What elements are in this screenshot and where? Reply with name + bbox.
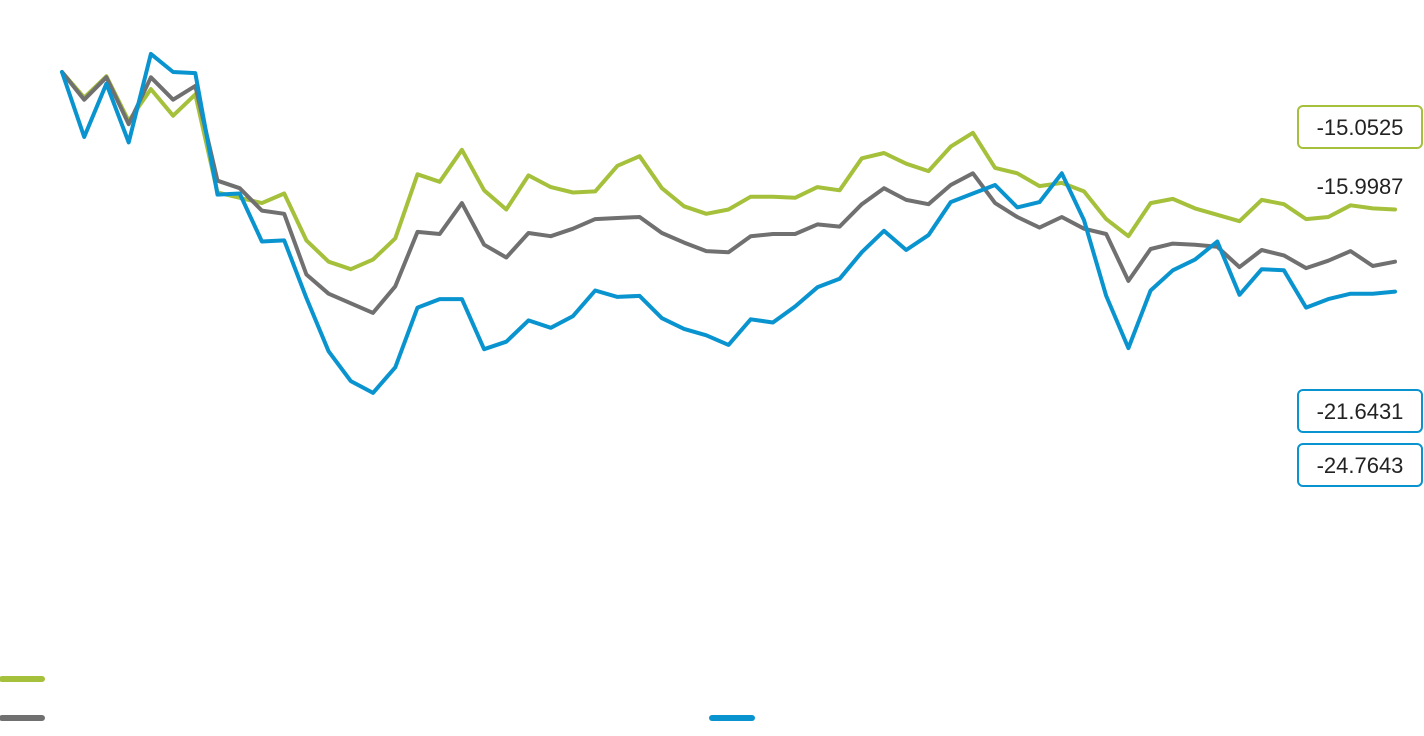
series-layer [60,51,1397,395]
end-value-label-text: -15.0525 [1317,115,1404,140]
end-value-label-box [1297,389,1423,433]
series-line-3 [60,51,1397,395]
end-value-label-2: -15.9987 [1317,174,1404,199]
end-value-label-box [1297,105,1423,149]
end-value-label-text: -15.9987 [1317,174,1404,199]
end-value-label-3: -21.6431 [1297,389,1423,433]
end-label-layer: -15.0525 -15.9987 -21.6431 -24.7643 [1297,105,1423,487]
end-value-label-text: -24.7643 [1317,453,1404,478]
end-value-label-box [1297,443,1423,487]
end-value-label-text: -21.6431 [1317,399,1404,424]
end-value-label-4: -24.7643 [1297,443,1423,487]
end-value-label-1: -15.0525 [1297,105,1423,149]
legend [0,676,755,721]
series-line-1 [60,70,1397,272]
series-line-2 [60,70,1397,315]
